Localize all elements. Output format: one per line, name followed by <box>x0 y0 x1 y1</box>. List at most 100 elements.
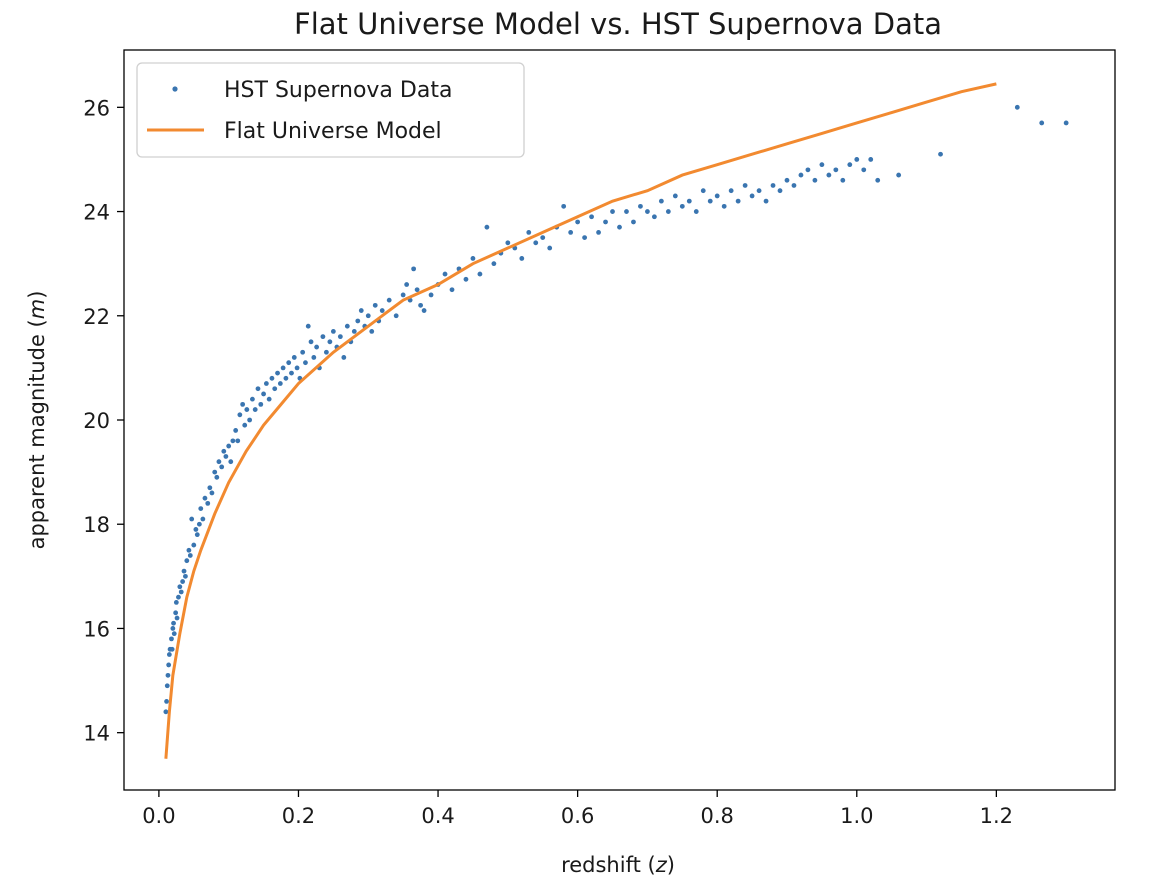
data-point <box>164 683 170 689</box>
data-point <box>484 224 490 230</box>
data-point <box>1039 120 1045 126</box>
data-point <box>617 224 622 230</box>
data-point <box>177 584 183 590</box>
data-point <box>237 412 243 418</box>
data-point <box>1014 104 1020 110</box>
data-point <box>196 521 202 527</box>
data-point <box>272 386 278 392</box>
x-tick-label: 0.2 <box>282 804 315 828</box>
data-point <box>575 219 581 225</box>
data-point <box>200 516 206 522</box>
data-point <box>184 558 190 564</box>
data-point <box>369 329 375 334</box>
data-point <box>756 188 762 194</box>
data-point <box>700 188 706 194</box>
data-point <box>263 381 269 386</box>
data-point <box>164 699 169 704</box>
x-tick-label: 1.2 <box>980 804 1013 828</box>
data-point <box>308 339 314 345</box>
data-point <box>198 506 204 511</box>
y-tick-label: 14 <box>83 722 110 746</box>
data-point <box>686 198 692 204</box>
data-point <box>833 167 839 173</box>
data-point <box>379 308 385 313</box>
data-point <box>320 334 326 340</box>
data-point <box>638 203 643 209</box>
data-point <box>314 344 320 350</box>
data-point <box>645 209 650 214</box>
data-point <box>341 355 347 360</box>
chart-title: Flat Universe Model vs. HST Supernova Da… <box>294 7 942 41</box>
data-point <box>707 198 713 204</box>
x-tick-label: 0.6 <box>561 804 594 828</box>
data-point <box>223 454 229 459</box>
data-point <box>170 626 176 631</box>
data-point <box>763 198 769 204</box>
data-point <box>819 162 825 168</box>
data-point <box>404 282 410 287</box>
data-point <box>247 417 253 423</box>
data-point <box>568 229 574 235</box>
data-point <box>418 302 423 308</box>
data-point <box>728 188 734 194</box>
data-point <box>777 188 783 194</box>
data-point <box>896 172 902 178</box>
data-point <box>300 349 306 355</box>
legend-label-data: HST Supernova Data <box>224 78 452 103</box>
data-point <box>840 177 846 183</box>
data-point <box>240 401 246 407</box>
data-point <box>442 271 448 277</box>
x-axis-label-close: ) <box>667 853 675 877</box>
data-point <box>275 370 280 376</box>
legend-marker-data <box>172 86 178 92</box>
data-point <box>561 203 567 209</box>
data-point <box>280 365 286 371</box>
y-tick-label: 22 <box>83 305 110 329</box>
data-point <box>463 276 469 282</box>
data-point <box>174 615 180 621</box>
data-point <box>183 573 188 579</box>
data-point <box>337 334 343 340</box>
y-axis-ticks: 14 16 18 20 22 24 26 <box>83 96 124 746</box>
data-point <box>212 469 218 475</box>
data-point <box>526 229 532 235</box>
data-point <box>250 396 255 402</box>
data-point <box>294 365 300 371</box>
data-point <box>875 177 881 183</box>
data-point <box>226 443 232 449</box>
data-point <box>291 355 297 360</box>
data-point <box>221 448 227 454</box>
x-tick-label: 1.0 <box>840 804 873 828</box>
data-point <box>1063 120 1069 126</box>
data-point <box>286 360 292 366</box>
data-point <box>540 235 546 241</box>
data-point <box>449 287 455 293</box>
data-point <box>533 240 539 246</box>
data-point <box>186 547 192 553</box>
legend-label-model: Flat Universe Model <box>224 119 442 144</box>
x-tick-label: 0.4 <box>421 804 454 828</box>
data-point <box>847 162 853 168</box>
data-point <box>330 329 336 334</box>
data-point <box>180 579 186 584</box>
data-point <box>665 209 671 214</box>
data-point <box>305 323 311 329</box>
data-point <box>582 235 588 241</box>
data-point <box>187 553 193 558</box>
data-point <box>651 214 657 220</box>
data-point <box>589 214 594 220</box>
data-point <box>165 672 171 678</box>
data-point <box>235 438 241 444</box>
legend-box <box>136 62 525 158</box>
y-tick-label: 20 <box>83 409 110 433</box>
data-point <box>166 652 172 657</box>
data-point <box>193 527 199 532</box>
data-point <box>603 219 608 225</box>
data-point <box>826 172 832 178</box>
data-point <box>470 256 476 261</box>
data-point <box>519 256 525 261</box>
data-point <box>181 568 187 574</box>
data-point <box>351 329 357 334</box>
data-point <box>261 391 266 397</box>
data-point <box>216 459 222 465</box>
